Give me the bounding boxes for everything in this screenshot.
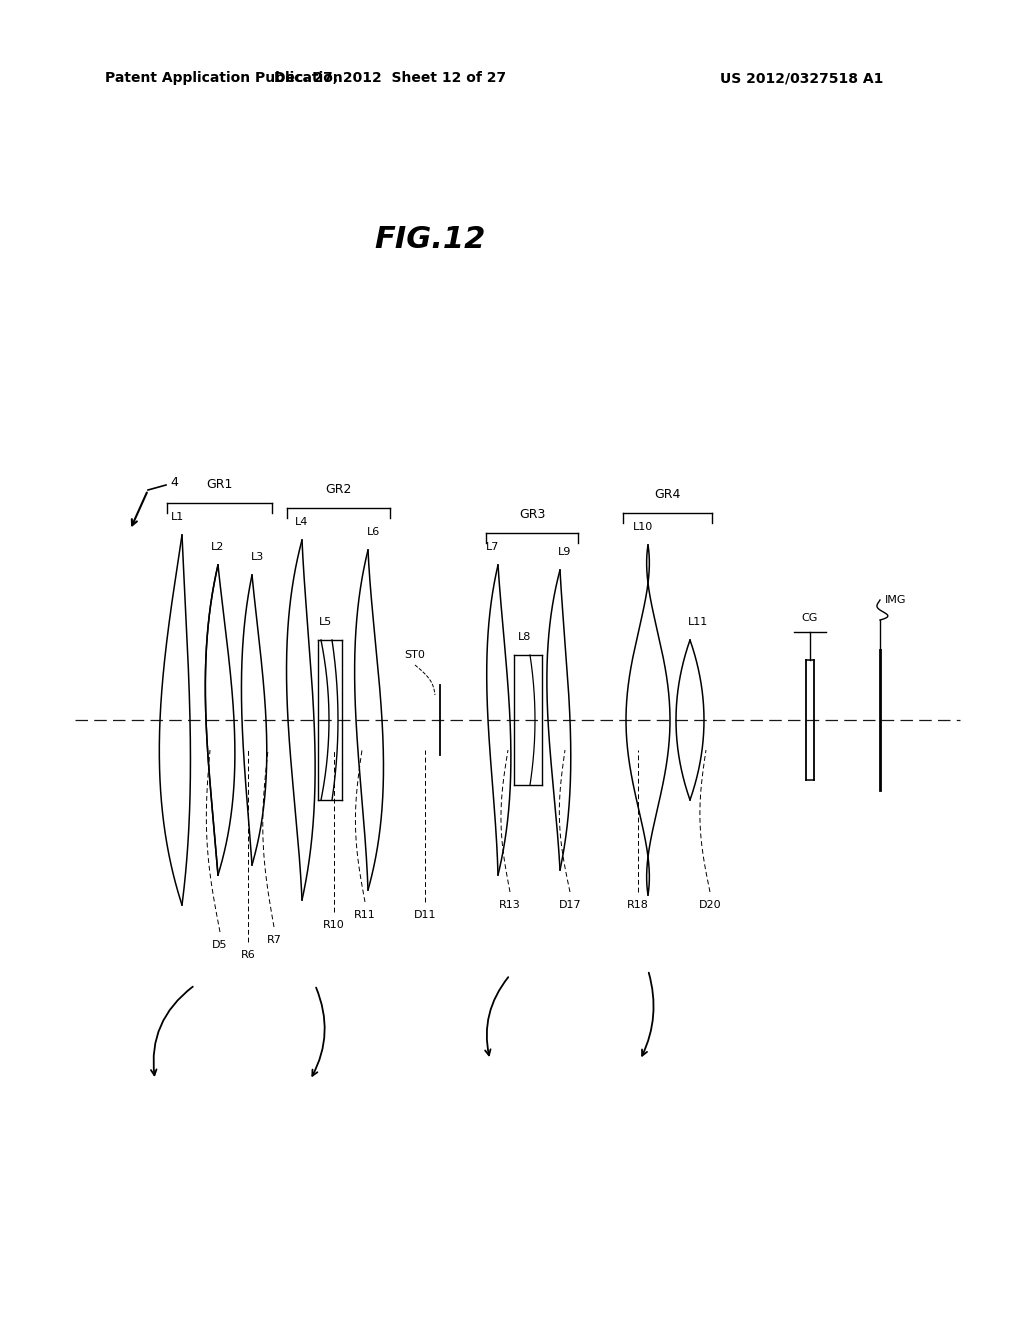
Text: R7: R7 bbox=[266, 935, 282, 945]
Text: GR4: GR4 bbox=[654, 488, 681, 502]
Text: FIG.12: FIG.12 bbox=[375, 226, 485, 255]
Text: GR3: GR3 bbox=[519, 508, 545, 521]
Text: L7: L7 bbox=[486, 543, 500, 552]
Text: D17: D17 bbox=[559, 900, 582, 909]
Text: L8: L8 bbox=[518, 632, 531, 642]
Text: ST0: ST0 bbox=[404, 649, 425, 660]
Text: L5: L5 bbox=[318, 616, 332, 627]
Text: US 2012/0327518 A1: US 2012/0327518 A1 bbox=[720, 71, 884, 84]
Text: L2: L2 bbox=[211, 543, 224, 552]
Text: L9: L9 bbox=[558, 546, 571, 557]
Text: R13: R13 bbox=[499, 900, 521, 909]
Text: L3: L3 bbox=[251, 552, 263, 562]
Text: L10: L10 bbox=[633, 521, 653, 532]
Text: L11: L11 bbox=[688, 616, 709, 627]
Text: R6: R6 bbox=[241, 950, 255, 960]
Text: R11: R11 bbox=[354, 909, 376, 920]
Text: L1: L1 bbox=[170, 512, 183, 521]
Text: Patent Application Publication: Patent Application Publication bbox=[105, 71, 343, 84]
Text: R10: R10 bbox=[324, 920, 345, 931]
Text: IMG: IMG bbox=[885, 595, 906, 605]
Text: GR1: GR1 bbox=[206, 478, 232, 491]
Text: D20: D20 bbox=[698, 900, 721, 909]
Text: D5: D5 bbox=[212, 940, 227, 950]
Text: 4: 4 bbox=[170, 475, 178, 488]
Text: R18: R18 bbox=[627, 900, 649, 909]
Text: D11: D11 bbox=[414, 909, 436, 920]
Text: CG: CG bbox=[802, 612, 818, 623]
Text: GR2: GR2 bbox=[326, 483, 351, 496]
Text: L4: L4 bbox=[295, 517, 308, 527]
Text: L6: L6 bbox=[367, 527, 380, 537]
Text: Dec. 27, 2012  Sheet 12 of 27: Dec. 27, 2012 Sheet 12 of 27 bbox=[274, 71, 506, 84]
